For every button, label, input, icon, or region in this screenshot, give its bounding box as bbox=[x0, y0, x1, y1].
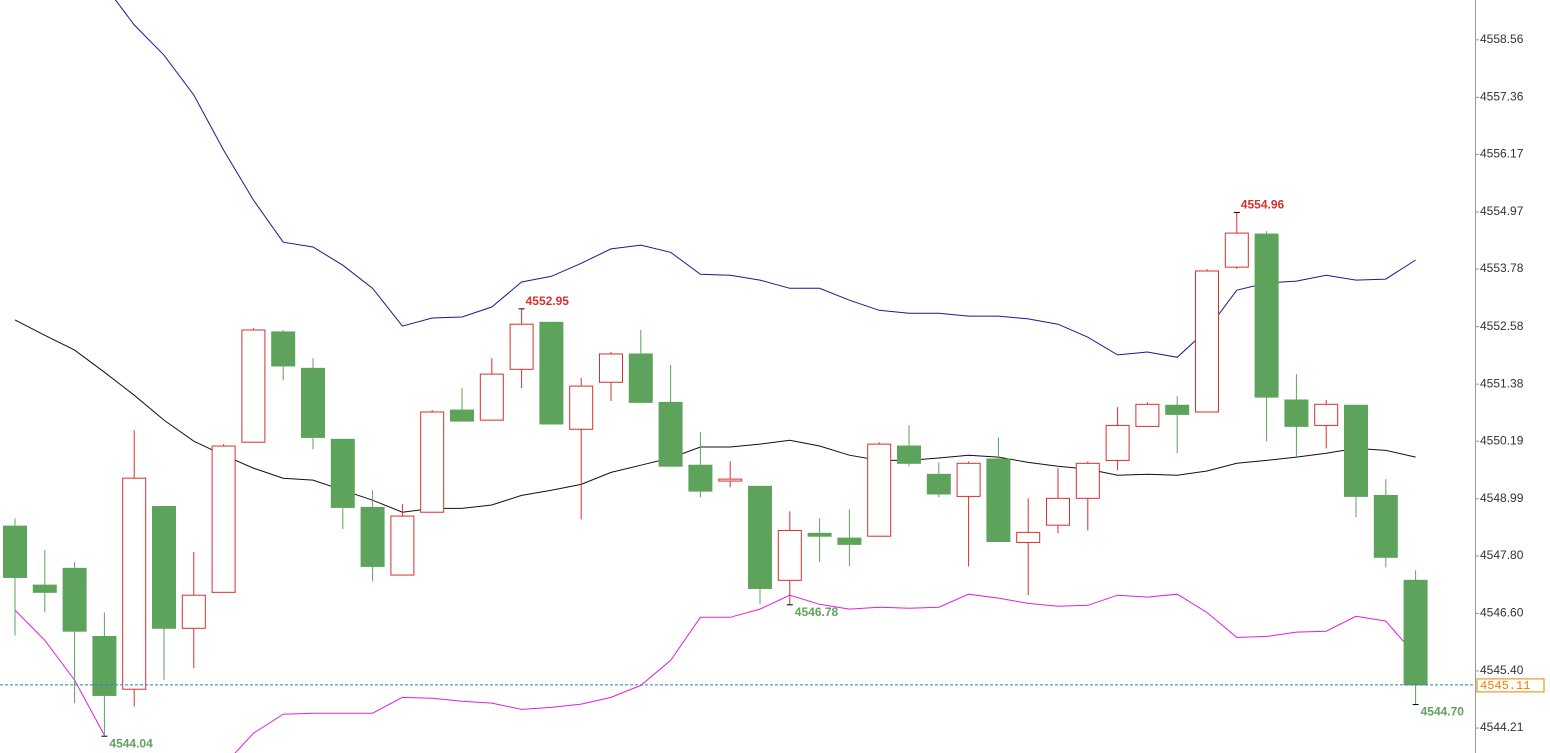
candle-body bbox=[1224, 232, 1249, 268]
y-tick-label: 4551.38 bbox=[1480, 376, 1524, 390]
y-tick-label: 4554.97 bbox=[1480, 204, 1524, 218]
candle-body bbox=[330, 438, 355, 508]
candle-body bbox=[539, 321, 564, 425]
candle-body bbox=[1165, 404, 1190, 415]
high-label: 4554.96 bbox=[1241, 198, 1285, 212]
candle-body bbox=[152, 505, 176, 629]
y-tick-label: 4547.80 bbox=[1480, 548, 1524, 562]
candle-body bbox=[122, 477, 147, 690]
candle-body bbox=[1254, 233, 1279, 398]
candle-body bbox=[420, 411, 445, 513]
candle-body bbox=[897, 445, 921, 464]
y-tick-label: 4544.21 bbox=[1480, 720, 1524, 734]
y-tick-label: 4557.36 bbox=[1480, 90, 1524, 104]
y-tick-label: 4546.60 bbox=[1480, 606, 1524, 620]
low-label: 4546.78 bbox=[795, 605, 839, 619]
band-line bbox=[14, 593, 1416, 753]
candle-body bbox=[301, 367, 325, 438]
candle-body bbox=[867, 443, 892, 537]
candle-body bbox=[777, 529, 802, 581]
low-label: 4544.04 bbox=[109, 736, 153, 750]
candle-body bbox=[271, 331, 296, 367]
candle-body bbox=[62, 567, 87, 632]
candle-body bbox=[32, 584, 57, 593]
candle-body bbox=[926, 473, 951, 495]
candle-body bbox=[211, 445, 236, 593]
band-line bbox=[14, 319, 1416, 513]
candle-body bbox=[569, 385, 594, 430]
candle-body bbox=[599, 353, 623, 383]
candle-body bbox=[1105, 424, 1130, 461]
last-price-box bbox=[1476, 678, 1545, 693]
candle-body bbox=[3, 525, 27, 578]
candle-body bbox=[390, 515, 415, 576]
candle-body bbox=[837, 537, 862, 545]
candle-body bbox=[628, 353, 653, 403]
candle-body bbox=[688, 464, 713, 492]
candle-body bbox=[1046, 497, 1070, 526]
candle-body bbox=[241, 329, 266, 443]
candle-body bbox=[450, 409, 474, 422]
y-tick-label: 4545.40 bbox=[1480, 663, 1524, 677]
candle-body bbox=[658, 401, 683, 467]
candle-body bbox=[1344, 404, 1368, 497]
candle-body bbox=[1284, 399, 1309, 427]
candle-body bbox=[986, 458, 1011, 542]
low-label: 4544.70 bbox=[1421, 705, 1465, 719]
candle-body bbox=[360, 506, 385, 567]
y-tick-label: 4550.19 bbox=[1480, 433, 1524, 447]
high-label: 4552.95 bbox=[526, 294, 570, 308]
candle-body bbox=[1135, 403, 1160, 427]
candle-body bbox=[1075, 462, 1100, 499]
candle-body bbox=[1314, 403, 1339, 426]
y-tick-label: 4552.58 bbox=[1480, 319, 1524, 333]
plot-area bbox=[3, 0, 1428, 753]
y-tick-label: 4558.56 bbox=[1480, 32, 1524, 46]
last-price-label: 4545.11 bbox=[1480, 679, 1530, 693]
y-tick-label: 4556.17 bbox=[1480, 147, 1524, 161]
candle-body bbox=[509, 323, 534, 370]
candle-body bbox=[479, 373, 504, 421]
candle-body bbox=[1373, 494, 1398, 558]
candle-body bbox=[807, 532, 832, 537]
y-tick-label: 4553.78 bbox=[1480, 261, 1524, 275]
y-tick-label: 4548.99 bbox=[1480, 491, 1524, 505]
candle-body bbox=[1403, 579, 1428, 686]
candle-body bbox=[92, 635, 117, 696]
candle-body bbox=[748, 485, 772, 589]
candle-body bbox=[1016, 531, 1041, 543]
candle-body bbox=[1195, 270, 1219, 413]
candle-body bbox=[181, 594, 206, 629]
candle-body bbox=[718, 478, 743, 482]
candle-body bbox=[956, 462, 981, 497]
